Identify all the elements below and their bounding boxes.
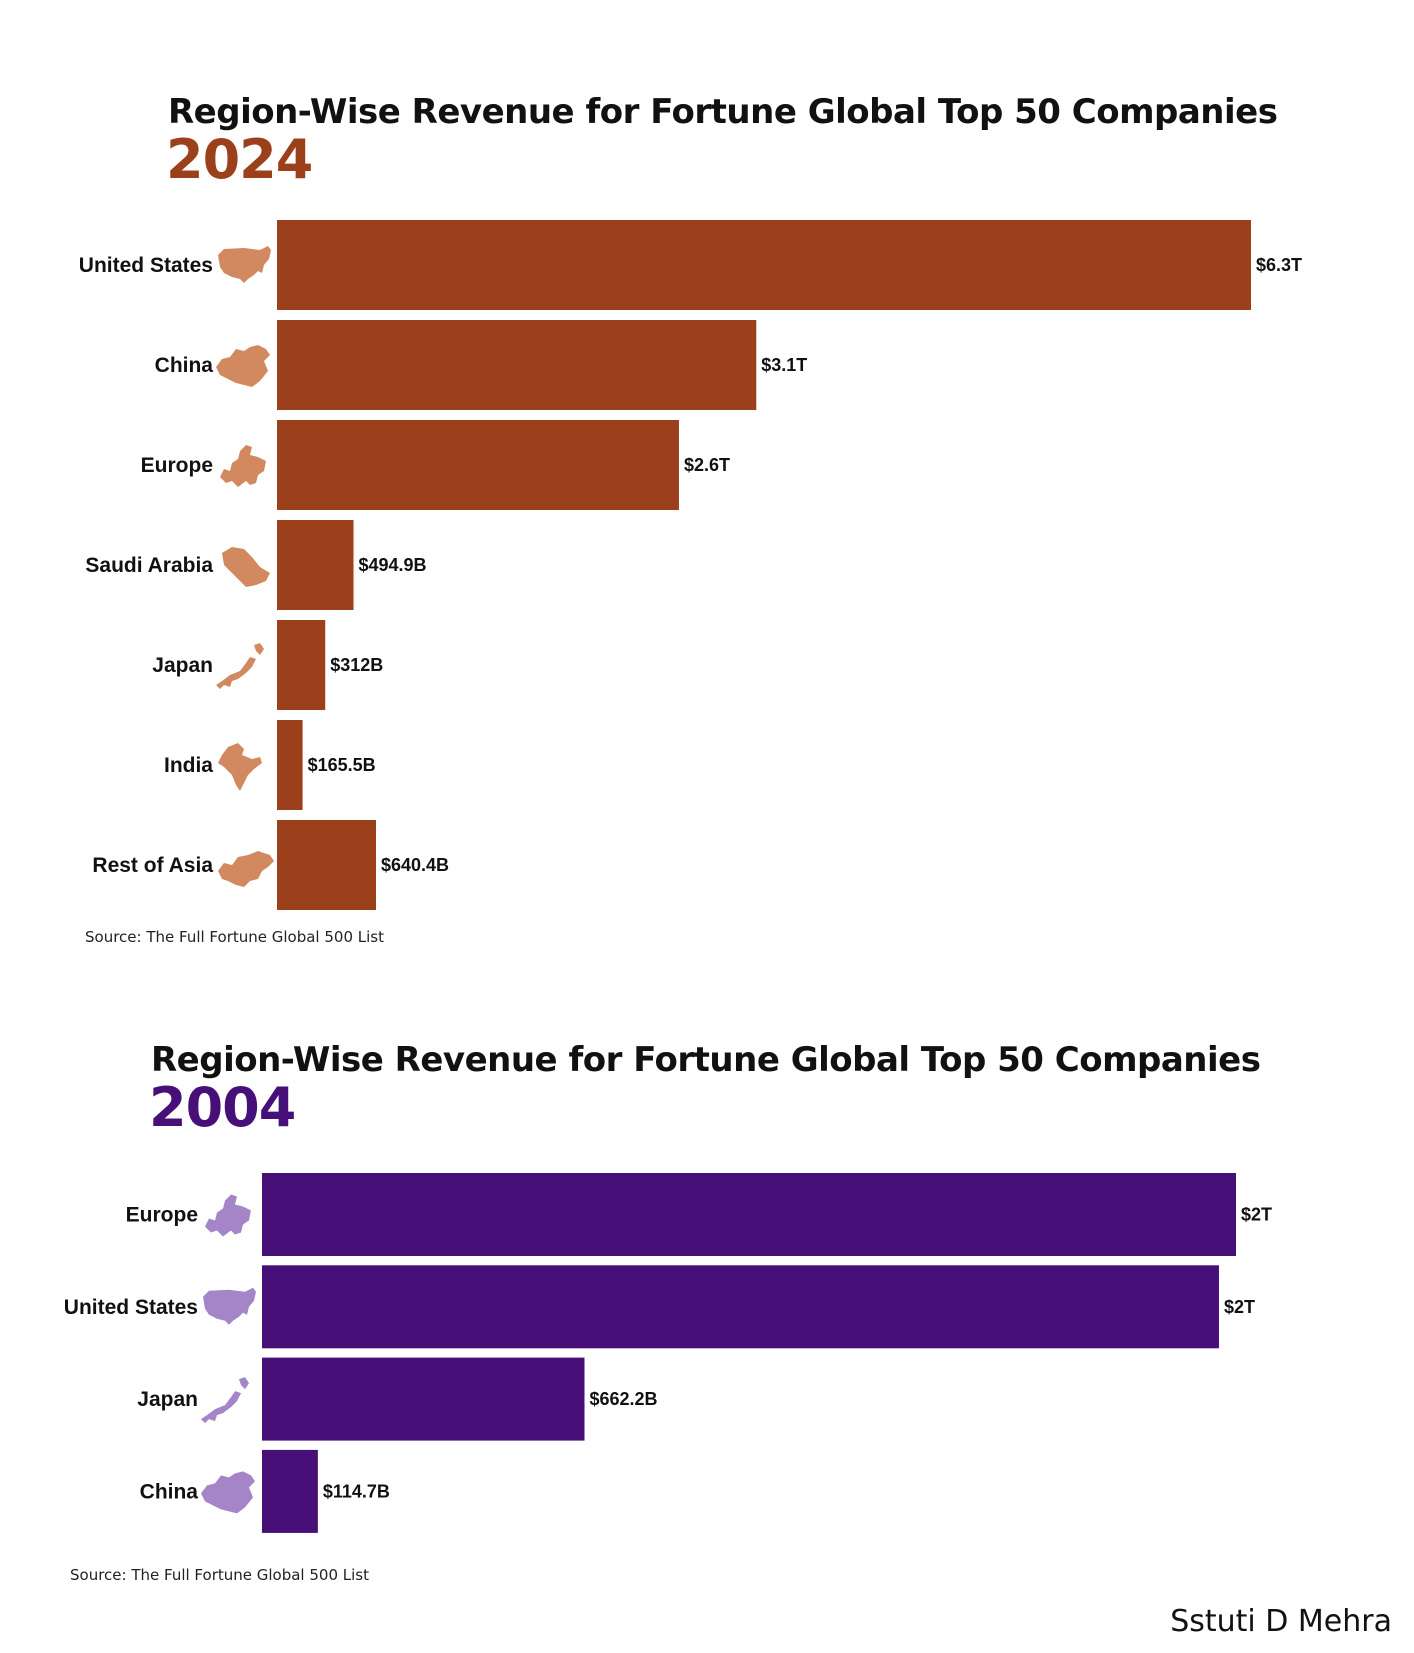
bar-united-states bbox=[277, 220, 1251, 310]
saudi-arabia-map-icon bbox=[222, 547, 270, 587]
value-label-rest-of-asia: $640.4B bbox=[381, 855, 449, 875]
bar-group-saudi-arabia: Saudi Arabia $494.9B bbox=[85, 520, 427, 610]
bar-japan bbox=[277, 620, 326, 710]
bar-japan bbox=[262, 1357, 585, 1441]
chart-title: Region-Wise Revenue for Fortune Global T… bbox=[168, 92, 1278, 132]
bar-saudi-arabia bbox=[277, 520, 354, 610]
india-map-icon bbox=[218, 743, 262, 791]
bar-group-japan: Japan $662.2B bbox=[137, 1357, 658, 1441]
bar-group-europe: Europe $2T bbox=[126, 1173, 1272, 1256]
china-map-icon bbox=[201, 1471, 255, 1514]
category-label-china: China bbox=[155, 354, 214, 377]
value-label-china: $114.7B bbox=[323, 1481, 390, 1501]
category-label-saudi-arabia: Saudi Arabia bbox=[85, 554, 213, 577]
europe-map-icon bbox=[205, 1194, 251, 1237]
united-states-map-icon bbox=[218, 246, 271, 283]
value-label-japan: $662.2B bbox=[589, 1389, 657, 1409]
bar-group-united-states: United States $2T bbox=[64, 1265, 1255, 1349]
bar-china bbox=[277, 320, 757, 410]
bar-china bbox=[262, 1449, 318, 1533]
author-credit: Sstuti D Mehra bbox=[1170, 1604, 1392, 1639]
chart-title: Region-Wise Revenue for Fortune Global T… bbox=[151, 1040, 1261, 1080]
value-label-saudi-arabia: $494.9B bbox=[359, 555, 427, 575]
bar-chart-2004: Europe $2T United States $2T Japan $662.2B Chi… bbox=[64, 1173, 1272, 1533]
chart-year: 2004 bbox=[149, 1076, 296, 1139]
chart-year: 2024 bbox=[166, 128, 313, 191]
bar-group-united-states: United States $6.3T bbox=[79, 220, 1302, 310]
bar-india bbox=[277, 720, 303, 810]
value-label-china: $3.1T bbox=[761, 355, 807, 375]
bar-europe bbox=[277, 420, 679, 510]
europe-map-icon bbox=[220, 445, 266, 487]
bar-group-china: China $114.7B bbox=[140, 1449, 390, 1533]
category-label-united-states: United States bbox=[64, 1296, 198, 1319]
category-label-united-states: United States bbox=[79, 254, 213, 277]
value-label-europe: $2T bbox=[1241, 1205, 1272, 1225]
category-label-japan: Japan bbox=[152, 654, 213, 677]
bar-group-rest-of-asia: Rest of Asia $640.4B bbox=[92, 820, 449, 910]
category-label-japan: Japan bbox=[137, 1388, 198, 1411]
category-label-europe: Europe bbox=[141, 454, 213, 477]
bar-chart-2024: United States $6.3T China $3.1T Europe $2.6T S… bbox=[79, 220, 1302, 910]
bar-united-states bbox=[262, 1265, 1219, 1349]
china-map-icon bbox=[216, 345, 270, 387]
category-label-rest-of-asia: Rest of Asia bbox=[92, 854, 213, 877]
value-label-united-states: $6.3T bbox=[1256, 255, 1302, 275]
bar-europe bbox=[262, 1173, 1236, 1256]
source-note: Source: The Full Fortune Global 500 List bbox=[70, 1566, 369, 1584]
bar-group-china: China $3.1T bbox=[155, 320, 807, 410]
category-label-india: India bbox=[164, 754, 213, 777]
value-label-japan: $312B bbox=[330, 655, 383, 675]
value-label-europe: $2.6T bbox=[684, 455, 730, 475]
bar-group-india: India $165.5B bbox=[164, 720, 376, 810]
category-label-europe: Europe bbox=[126, 1204, 198, 1227]
value-label-united-states: $2T bbox=[1224, 1297, 1255, 1317]
japan-map-icon bbox=[201, 1377, 249, 1424]
value-label-india: $165.5B bbox=[308, 755, 376, 775]
rest-of-asia-map-icon bbox=[218, 851, 274, 887]
bar-group-europe: Europe $2.6T bbox=[141, 420, 730, 510]
japan-map-icon bbox=[216, 643, 264, 689]
chart-2024: Region-Wise Revenue for Fortune Global T… bbox=[79, 92, 1302, 946]
category-label-china: China bbox=[140, 1480, 199, 1503]
united-states-map-icon bbox=[203, 1287, 256, 1325]
bar-group-japan: Japan $312B bbox=[152, 620, 383, 710]
source-note: Source: The Full Fortune Global 500 List bbox=[85, 928, 384, 946]
bar-rest-of-asia bbox=[277, 820, 377, 910]
